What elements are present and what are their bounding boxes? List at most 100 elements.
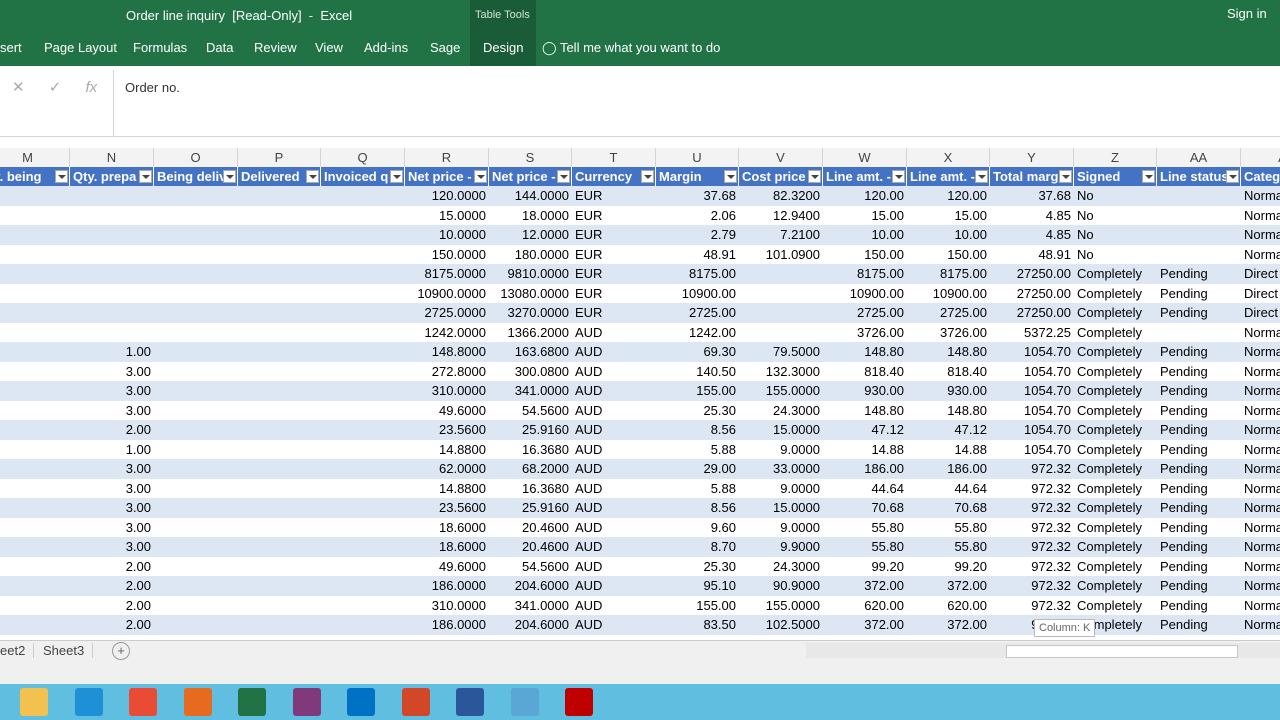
cell[interactable]: Completely bbox=[1077, 266, 1143, 281]
cell[interactable]: Norma bbox=[1244, 383, 1280, 398]
cell[interactable]: AUD bbox=[575, 480, 603, 496]
cell[interactable]: 48.91 bbox=[1038, 246, 1071, 262]
taskbar-icon[interactable] bbox=[565, 688, 593, 716]
cell[interactable]: 9.0000 bbox=[780, 480, 820, 496]
cell[interactable]: 48.91 bbox=[703, 246, 736, 262]
cell[interactable]: 3.00 bbox=[125, 539, 151, 554]
cell[interactable]: 372.00 bbox=[947, 617, 987, 632]
cell[interactable]: Completely bbox=[1077, 383, 1143, 398]
cell[interactable]: 47.12 bbox=[954, 422, 987, 437]
filter-button[interactable] bbox=[139, 170, 152, 183]
cell[interactable]: 54.5600 bbox=[522, 402, 569, 418]
cell[interactable]: 972.32 bbox=[1031, 461, 1071, 476]
cell[interactable]: 18.6000 bbox=[439, 519, 486, 535]
cell[interactable]: 82.3200 bbox=[773, 188, 820, 203]
cell[interactable]: AUD bbox=[575, 344, 603, 359]
cell[interactable]: 10.00 bbox=[954, 227, 987, 242]
cell[interactable]: 148.80 bbox=[947, 402, 987, 418]
cell[interactable]: 44.64 bbox=[954, 480, 987, 496]
cell[interactable]: 372.00 bbox=[864, 617, 904, 632]
cell[interactable]: EUR bbox=[575, 188, 603, 203]
cell[interactable]: 2.06 bbox=[710, 207, 736, 223]
cell[interactable]: 44.64 bbox=[871, 480, 904, 496]
cell[interactable]: 132.3000 bbox=[765, 363, 820, 379]
cell[interactable]: 3.00 bbox=[125, 461, 151, 476]
taskbar-icon[interactable] bbox=[510, 688, 539, 716]
cell[interactable]: 3726.00 bbox=[940, 324, 987, 340]
cell[interactable]: 163.6800 bbox=[514, 344, 569, 359]
cell[interactable]: Direct bbox=[1244, 305, 1278, 320]
cell[interactable]: 972.32 bbox=[1031, 480, 1071, 496]
filter-button[interactable] bbox=[306, 170, 319, 183]
cell[interactable]: EUR bbox=[575, 266, 603, 281]
cell[interactable]: Completely bbox=[1077, 500, 1143, 515]
cell[interactable]: 972.32 bbox=[1031, 558, 1071, 574]
cell[interactable]: Pending bbox=[1160, 461, 1208, 476]
cell[interactable]: Pending bbox=[1160, 363, 1208, 379]
cell[interactable]: Pending bbox=[1160, 558, 1208, 574]
cell[interactable]: 5.88 bbox=[710, 441, 736, 457]
cell[interactable]: 1054.70 bbox=[1024, 363, 1071, 379]
cell[interactable]: 2.00 bbox=[125, 617, 151, 632]
table-header[interactable]: Qty. prepa bbox=[70, 167, 154, 186]
cell[interactable]: 148.80 bbox=[947, 344, 987, 359]
cell[interactable]: 16.3680 bbox=[522, 441, 569, 457]
cell[interactable]: 300.0800 bbox=[514, 363, 569, 379]
cell[interactable]: 3.00 bbox=[125, 519, 151, 535]
column-letter[interactable]: Z bbox=[1074, 148, 1157, 167]
cell[interactable]: AUD bbox=[575, 461, 603, 476]
cell[interactable]: 55.80 bbox=[954, 519, 987, 535]
cell[interactable]: 2725.00 bbox=[689, 305, 736, 320]
cell[interactable]: Pending bbox=[1160, 422, 1208, 437]
cell[interactable]: 83.50 bbox=[703, 617, 736, 632]
column-letter[interactable]: X bbox=[907, 148, 990, 167]
cell[interactable]: Norma bbox=[1244, 578, 1280, 593]
cell[interactable]: 15.0000 bbox=[773, 422, 820, 437]
cell[interactable]: No bbox=[1077, 207, 1094, 223]
cell[interactable]: Pending bbox=[1160, 500, 1208, 515]
cell[interactable]: 150.00 bbox=[864, 246, 904, 262]
cell[interactable]: Pending bbox=[1160, 344, 1208, 359]
cell[interactable]: 120.0000 bbox=[431, 188, 486, 203]
cell[interactable]: 15.0000 bbox=[439, 207, 486, 223]
cell[interactable]: 310.0000 bbox=[431, 597, 486, 613]
cell[interactable]: 101.0900 bbox=[765, 246, 820, 262]
cell[interactable]: Norma bbox=[1244, 597, 1280, 613]
cell[interactable]: Pending bbox=[1160, 597, 1208, 613]
cell[interactable]: 3.00 bbox=[125, 402, 151, 418]
cell[interactable]: No bbox=[1077, 227, 1094, 242]
table-header[interactable]: Margin bbox=[656, 167, 739, 186]
cell[interactable]: 10900.00 bbox=[849, 285, 904, 301]
cell[interactable]: 13080.0000 bbox=[500, 285, 569, 301]
cell[interactable]: EUR bbox=[575, 285, 603, 301]
cell[interactable]: 186.00 bbox=[864, 461, 904, 476]
cell[interactable]: AUD bbox=[575, 539, 603, 554]
cell[interactable]: 18.0000 bbox=[522, 207, 569, 223]
cell[interactable]: 95.10 bbox=[703, 578, 736, 593]
cell[interactable]: 186.0000 bbox=[431, 578, 486, 593]
column-letter[interactable]: AA bbox=[1157, 148, 1241, 167]
cell[interactable]: 930.00 bbox=[864, 383, 904, 398]
column-letter[interactable]: R bbox=[405, 148, 489, 167]
cell[interactable]: Norma bbox=[1244, 519, 1280, 535]
cell[interactable]: 102.5000 bbox=[765, 617, 820, 632]
scroll-thumb[interactable] bbox=[1006, 645, 1238, 658]
cell[interactable]: 140.50 bbox=[696, 363, 736, 379]
cell[interactable]: 155.0000 bbox=[765, 597, 820, 613]
taskbar-icon[interactable] bbox=[456, 688, 484, 716]
cell[interactable]: 8175.0000 bbox=[424, 266, 486, 281]
table-header[interactable]: Line amt. - bbox=[907, 167, 990, 186]
cell[interactable]: 620.00 bbox=[947, 597, 987, 613]
ribbon-tab[interactable]: Formulas bbox=[133, 40, 188, 55]
cell[interactable]: Pending bbox=[1160, 383, 1208, 398]
cell[interactable]: 2725.00 bbox=[857, 305, 904, 320]
column-letter[interactable]: S bbox=[489, 148, 572, 167]
cell[interactable]: 5372.25 bbox=[1024, 324, 1071, 340]
cell[interactable]: Norma bbox=[1244, 500, 1280, 515]
cell[interactable]: Norma bbox=[1244, 363, 1280, 379]
cell[interactable]: 2725.0000 bbox=[424, 305, 486, 320]
cell[interactable]: 144.0000 bbox=[514, 188, 569, 203]
cell[interactable]: 29.00 bbox=[703, 461, 736, 476]
filter-button[interactable] bbox=[641, 170, 654, 183]
column-letter[interactable]: V bbox=[739, 148, 823, 167]
